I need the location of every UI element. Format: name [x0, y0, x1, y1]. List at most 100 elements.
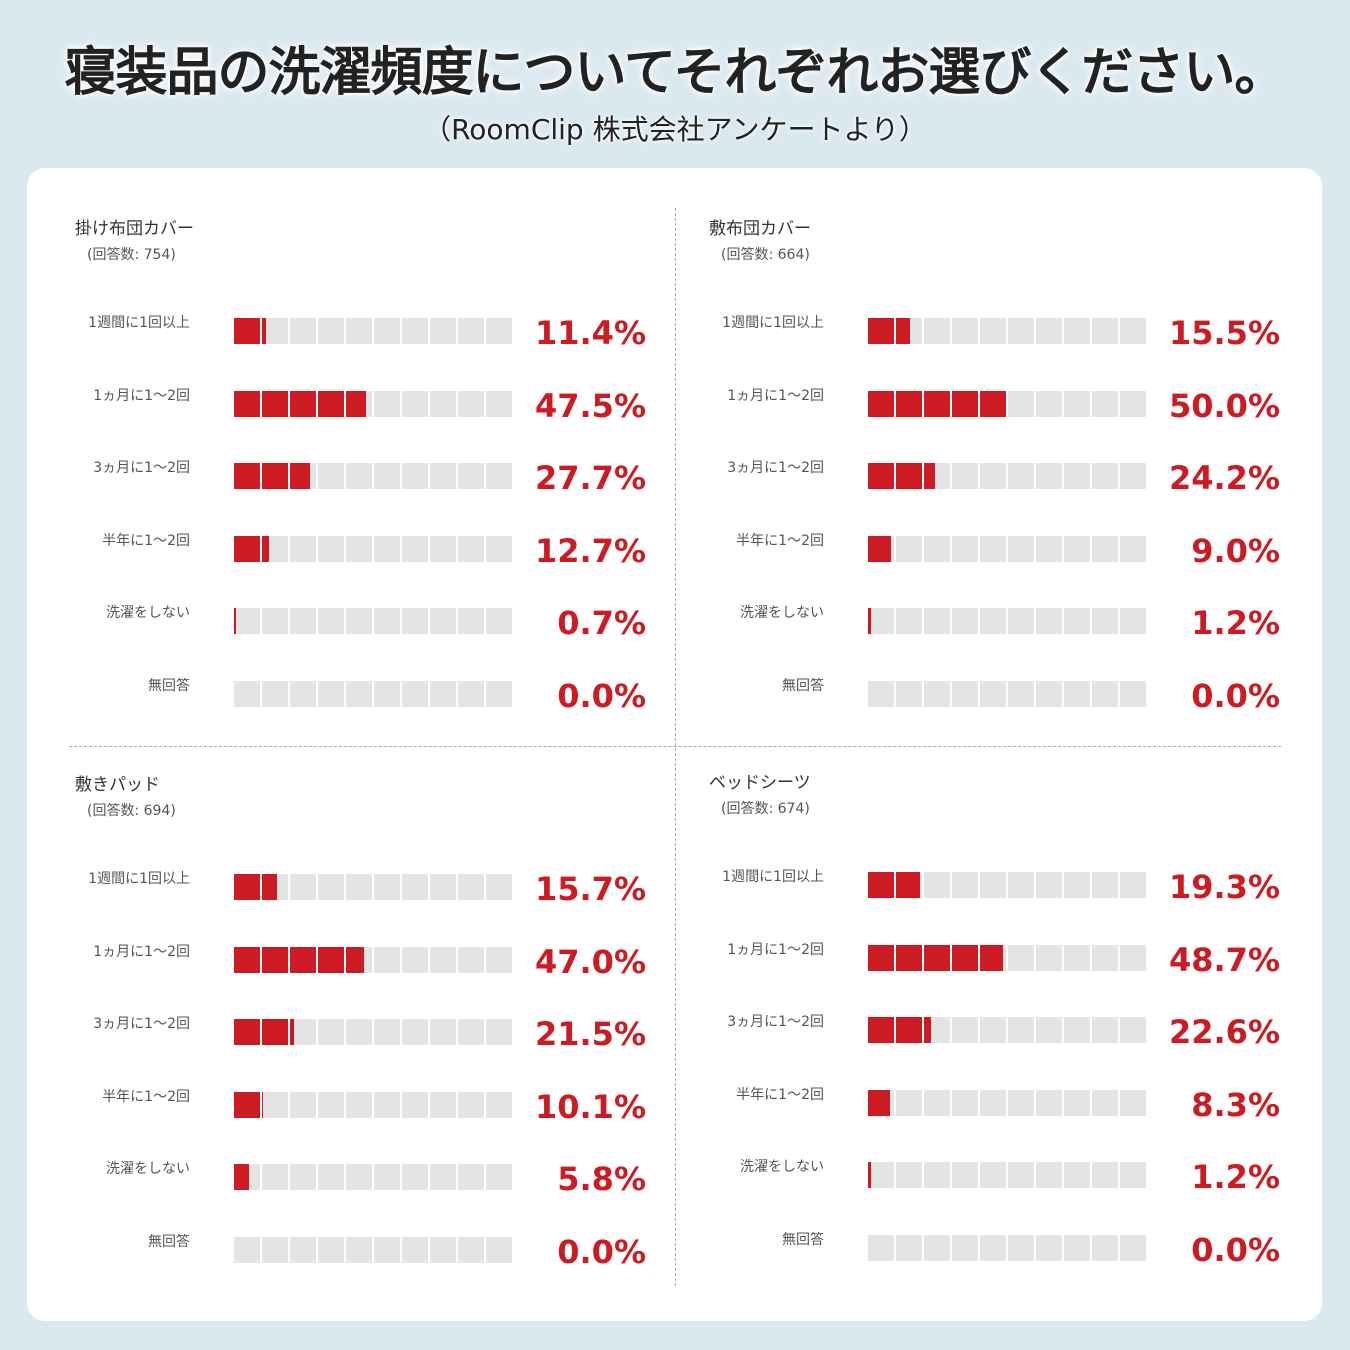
panel-title: 敷きパッド: [75, 775, 160, 795]
bar-segment: [318, 535, 344, 562]
bar-segment: [1008, 1162, 1034, 1189]
bar-segment: [262, 318, 288, 344]
panel-title: 掛け布団カバー: [75, 219, 194, 239]
bar-segment: [262, 1237, 288, 1263]
page-title: 寝装品の洗濯頻度についてそれぞれお選びください。: [64, 43, 1287, 103]
bar-row: 1ヵ月に1〜2回 50.0%: [634, 387, 1294, 425]
category-label: 無回答: [148, 678, 190, 694]
bar-segment: [234, 681, 260, 707]
percent-label: 48.7%: [1168, 940, 1280, 979]
bar-row: 1週間に1回以上 15.7%: [0, 870, 660, 908]
category-label: 無回答: [148, 1234, 190, 1250]
bar-segment: [402, 608, 428, 635]
bar-segment: [402, 1091, 428, 1118]
bar-row: 無回答 0.0%: [634, 1231, 1294, 1269]
bar-segment: [430, 946, 456, 973]
bar-segment: [458, 874, 484, 900]
bar-segment: [1008, 535, 1034, 562]
bar-segment: [1008, 944, 1034, 971]
bar-segment: [980, 463, 1006, 490]
bar-row: 1ヵ月に1〜2回 47.0%: [0, 943, 660, 981]
bar-segment: [374, 1237, 400, 1263]
bar-track: [234, 681, 514, 707]
bar-segment: [430, 535, 456, 562]
bar-segment: [952, 1162, 978, 1189]
bar-segment: [318, 1019, 344, 1046]
bar-segment: [374, 1091, 400, 1118]
bar-segment: [430, 1164, 456, 1191]
bar-track: [234, 608, 514, 635]
bar-fill: [234, 874, 260, 900]
bar-row: 洗濯をしない 5.8%: [0, 1160, 660, 1198]
bar-segment: [1092, 535, 1118, 562]
bar-segment: [290, 1019, 316, 1046]
percent-label: 1.2%: [1191, 604, 1280, 643]
bar-row: 無回答 0.0%: [0, 677, 660, 715]
bar-segment: [486, 681, 512, 707]
bar-segment: [402, 1237, 428, 1263]
bar-row: 3ヵ月に1〜2回 22.6%: [634, 1013, 1294, 1051]
bar-segment: [402, 1164, 428, 1191]
bar-segment: [318, 681, 344, 707]
category-label: 洗濯をしない: [740, 605, 824, 622]
bar-segment: [952, 872, 978, 898]
bar-track: [868, 1089, 1148, 1116]
bar-fill-partial: [896, 318, 910, 344]
bar-segment: [486, 463, 512, 490]
bar-segment: [430, 318, 456, 344]
bar-segment: [1120, 1162, 1146, 1189]
bar-fill: [952, 944, 978, 971]
vertical-divider: [675, 208, 676, 1286]
bar-segment: [980, 1017, 1006, 1044]
bar-segment: [458, 1091, 484, 1118]
bar-segment: [430, 1237, 456, 1263]
bar-segment: [896, 608, 922, 635]
bar-segment: [402, 535, 428, 562]
bar-segment: [868, 681, 894, 707]
bar-segment: [458, 318, 484, 344]
bar-segment: [458, 608, 484, 635]
bar-row: 1週間に1回以上 11.4%: [0, 314, 660, 352]
bar-fill: [868, 1017, 894, 1044]
bar-segment: [1008, 608, 1034, 635]
bar-fill-partial: [924, 1017, 931, 1044]
bar-segment: [1092, 1089, 1118, 1116]
bar-segment: [924, 1235, 950, 1261]
bar-track: [868, 872, 1148, 898]
bar-segment: [374, 681, 400, 707]
bar-segment: [346, 608, 372, 635]
bar-segment: [1064, 390, 1090, 417]
bar-segment: [868, 608, 894, 635]
category-label: 1ヵ月に1〜2回: [727, 387, 824, 404]
bar-fill-partial: [290, 1019, 294, 1046]
percent-label: 10.1%: [534, 1087, 646, 1126]
percent-label: 9.0%: [1191, 531, 1280, 570]
bar-segment: [1120, 681, 1146, 707]
bar-segment: [458, 681, 484, 707]
category-label: 3ヵ月に1〜2回: [727, 460, 824, 477]
bar-segment: [1036, 1162, 1062, 1189]
bar-segment: [980, 1162, 1006, 1189]
bar-segment: [430, 1019, 456, 1046]
bar-row: 半年に1〜2回 9.0%: [634, 532, 1294, 570]
bar-fill: [868, 872, 894, 898]
bar-segment: [1036, 608, 1062, 635]
bar-segment: [374, 946, 400, 973]
bar-fill: [234, 463, 260, 490]
bar-segment: [458, 390, 484, 417]
percent-label: 27.7%: [534, 459, 646, 498]
category-label: 無回答: [782, 1232, 824, 1248]
bar-fill: [262, 1019, 288, 1046]
bar-fill-partial: [868, 1089, 890, 1116]
bar-segment: [1008, 1017, 1034, 1044]
bar-segment: [896, 681, 922, 707]
bar-segment: [952, 608, 978, 635]
bar-row: 半年に1〜2回 8.3%: [634, 1086, 1294, 1124]
bar-segment: [1008, 872, 1034, 898]
bar-segment: [1008, 681, 1034, 707]
bar-segment: [952, 1089, 978, 1116]
bar-segment: [1036, 535, 1062, 562]
bar-fill: [262, 390, 288, 417]
bar-segment: [402, 874, 428, 900]
category-label: 半年に1〜2回: [102, 532, 190, 549]
